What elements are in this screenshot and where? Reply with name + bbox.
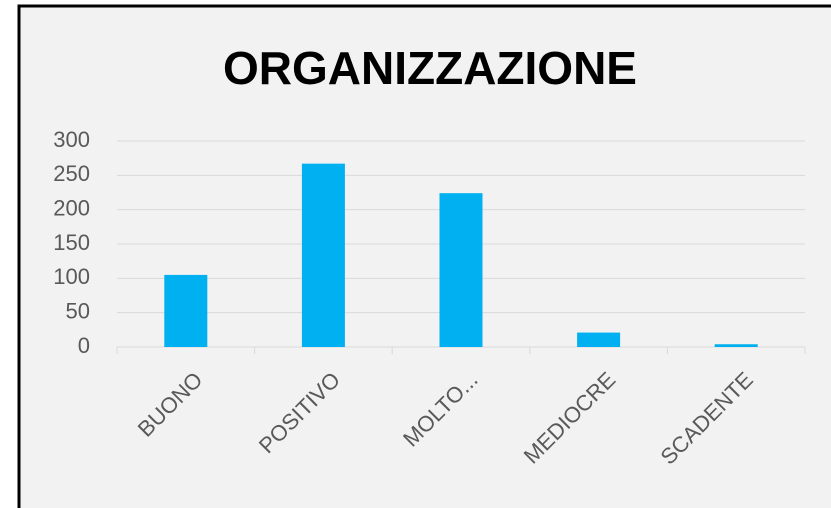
y-tick-label: 250 bbox=[53, 161, 90, 186]
y-tick-label: 0 bbox=[78, 333, 90, 358]
y-tick-label: 150 bbox=[53, 230, 90, 255]
chart-frame bbox=[17, 4, 831, 508]
chart-title: ORGANIZZAZIONE bbox=[223, 42, 637, 94]
y-tick-label: 100 bbox=[53, 264, 90, 289]
bar bbox=[577, 332, 621, 347]
y-tick-label: 50 bbox=[66, 298, 90, 323]
y-tick-label: 200 bbox=[53, 195, 90, 220]
y-tick-label: 300 bbox=[53, 127, 90, 152]
bar bbox=[714, 344, 758, 347]
bar bbox=[301, 163, 345, 347]
bar bbox=[164, 274, 208, 347]
bar bbox=[439, 193, 483, 347]
